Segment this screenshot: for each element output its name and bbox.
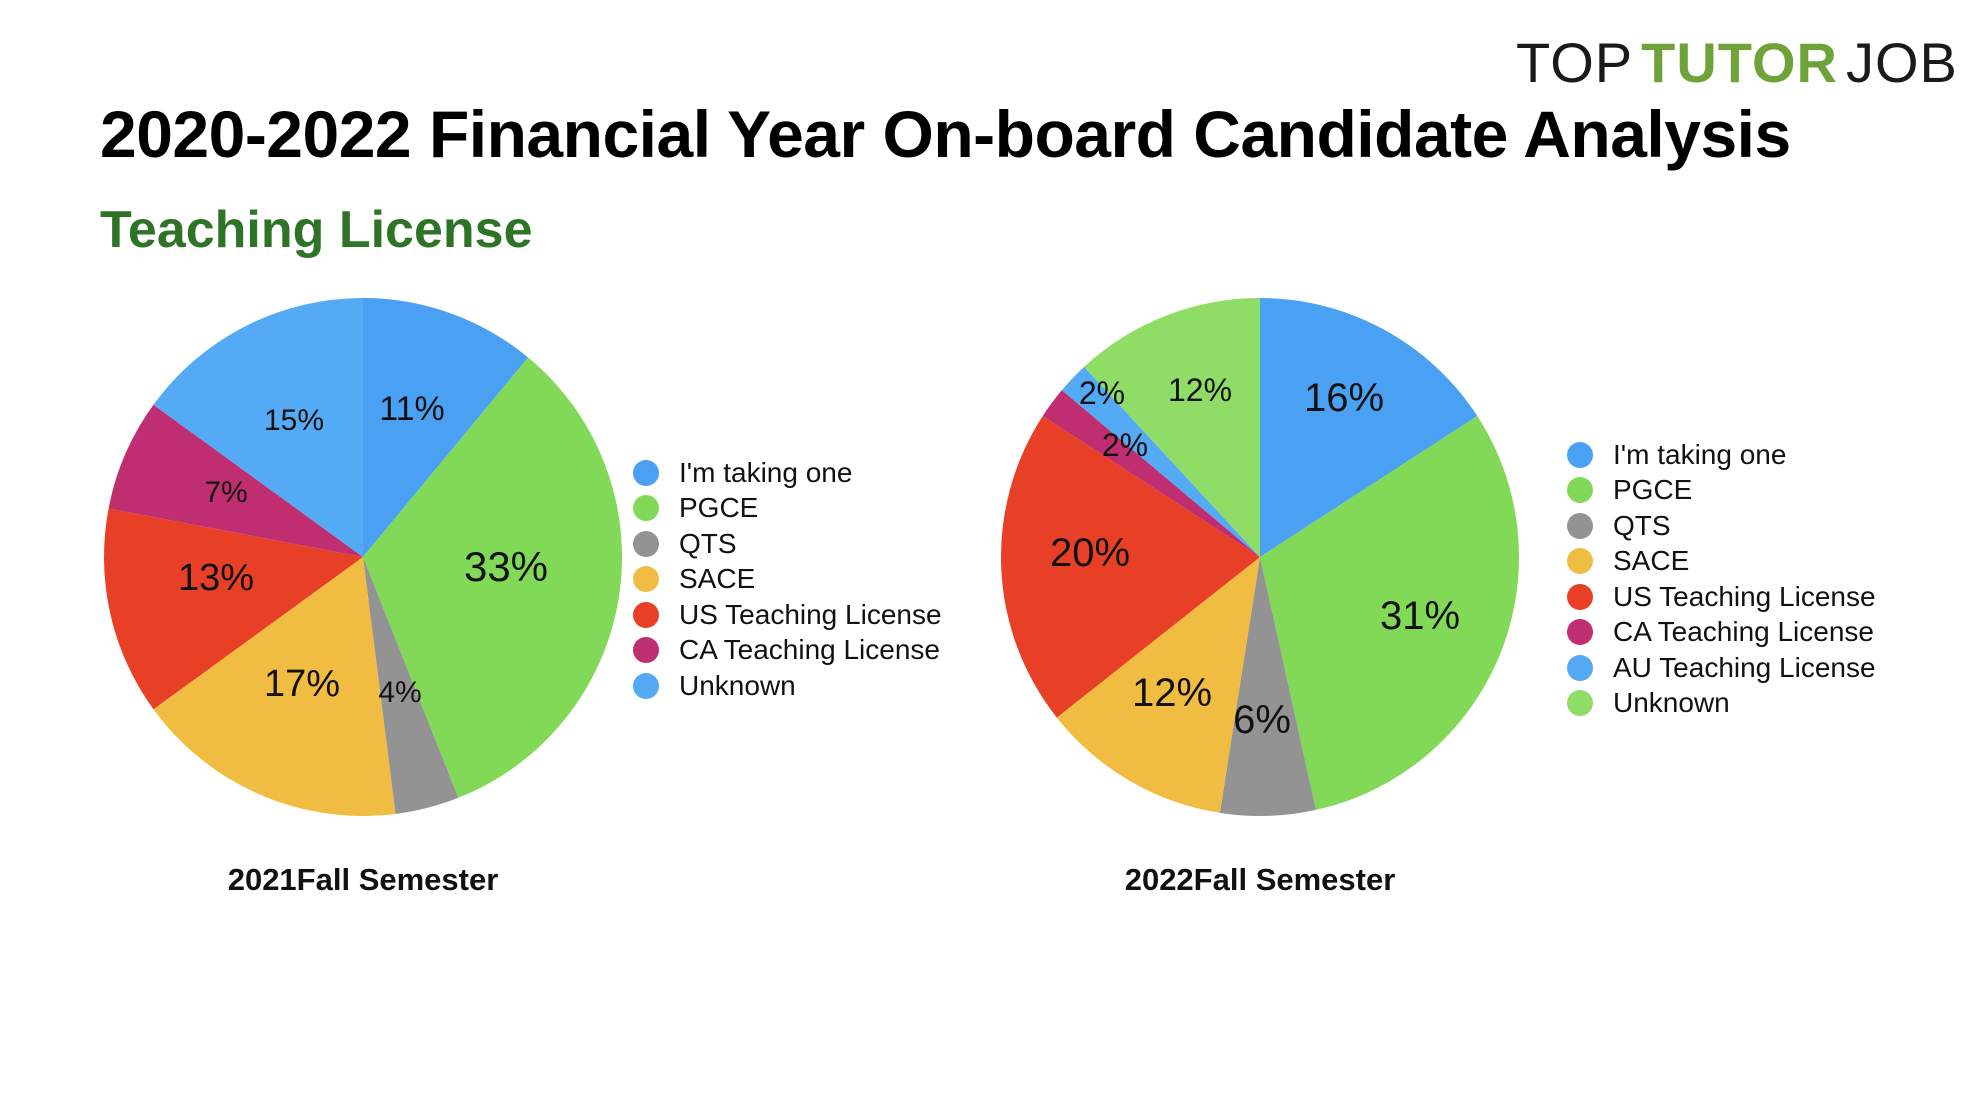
legend-item: CA Teaching License — [633, 633, 942, 669]
pie-slice-label: 12% — [1132, 671, 1212, 715]
pie-slice-label: 13% — [178, 557, 254, 599]
pie-slice-label: 17% — [264, 663, 340, 705]
legend-item: AU Teaching License — [1567, 650, 1876, 686]
page-title: 2020-2022 Financial Year On-board Candid… — [100, 97, 1791, 171]
pie-slice-pgce — [1260, 416, 1519, 810]
legend-item: QTS — [1567, 508, 1876, 544]
pie-slice-label: 4% — [378, 676, 421, 709]
pie-slice-ca-teaching-license — [1042, 390, 1260, 557]
legend-item: PGCE — [1567, 473, 1876, 509]
legend-swatch — [1567, 690, 1593, 717]
legend-label: SACE — [679, 563, 756, 595]
section-subtitle: Teaching License — [100, 201, 533, 259]
pie-slice-pgce — [363, 357, 622, 798]
pie-slice-label: 12% — [1168, 372, 1232, 408]
pie-slice-label: 16% — [1304, 376, 1384, 420]
pie-slice-us-teaching-license — [1000, 416, 1260, 718]
legend-swatch — [1567, 583, 1593, 610]
pie-slice-qts — [1219, 557, 1316, 816]
legend-item: QTS — [633, 526, 942, 562]
pie-slice-label: 2% — [1102, 427, 1148, 463]
pie-slice-i-m-taking-one — [363, 298, 529, 557]
pie-slice-label: 31% — [1380, 594, 1460, 638]
legend-swatch — [633, 495, 659, 522]
legend-label: PGCE — [1613, 474, 1693, 506]
legend-item: I'm taking one — [1567, 437, 1876, 473]
legend-label: CA Teaching License — [679, 634, 940, 666]
legend-label: I'm taking one — [679, 456, 853, 488]
legend-item: CA Teaching License — [1567, 615, 1876, 651]
legend-swatch — [1567, 619, 1593, 646]
pie-slice-label: 33% — [464, 543, 548, 590]
pie-slice-i-m-taking-one — [1260, 298, 1478, 557]
legend-swatch — [633, 566, 659, 593]
legend-label: QTS — [679, 527, 737, 559]
logo-word-top: TOP — [1516, 30, 1634, 94]
pie-slice-label: 11% — [379, 390, 445, 428]
chart-caption-2021: 2021Fall Semester — [227, 862, 499, 897]
legend-label: I'm taking one — [1613, 438, 1787, 470]
legend-swatch — [633, 637, 659, 664]
legend-label: Unknown — [679, 669, 796, 701]
legend-swatch — [633, 459, 659, 486]
pie-slice-us-teaching-license — [104, 508, 363, 710]
legend-swatch — [633, 672, 659, 699]
legend-swatch — [633, 530, 659, 557]
legend-label: US Teaching License — [679, 598, 942, 630]
pie-slice-label: 15% — [264, 404, 324, 437]
legend-item: PGCE — [633, 491, 942, 527]
pie-slice-label: 2% — [1079, 375, 1125, 411]
legend-swatch — [1567, 548, 1593, 575]
pie-slice-unknown — [153, 298, 363, 557]
pie-slice-label: 20% — [1050, 531, 1130, 575]
legend-label: AU Teaching License — [1613, 651, 1876, 683]
pie-slice-ca-teaching-license — [108, 404, 363, 557]
legend-item: SACE — [633, 562, 942, 598]
pie-slice-qts — [363, 557, 459, 814]
legend-item: I'm taking one — [633, 455, 942, 491]
legend-item: SACE — [1567, 544, 1876, 580]
legend-swatch — [633, 601, 659, 628]
legend-item: Unknown — [633, 668, 942, 704]
pie-slice-label: 6% — [1233, 698, 1291, 742]
legend-2022: I'm taking one PGCE QTS SACE US Teaching Lic… — [1567, 437, 1876, 721]
legend-label: PGCE — [679, 492, 759, 524]
legend-swatch — [1567, 477, 1593, 504]
legend-2021: I'm taking one PGCE QTS SACE US Teaching Lic… — [633, 455, 942, 704]
legend-item: US Teaching License — [633, 597, 942, 633]
pie-slice-label: 7% — [204, 476, 247, 509]
legend-label: Unknown — [1613, 687, 1730, 719]
pie-slice-unknown — [1084, 298, 1260, 557]
pie-slice-au-teaching-license — [1061, 366, 1260, 557]
legend-item: Unknown — [1567, 686, 1876, 722]
logo-word-tutor: TUTOR — [1641, 30, 1838, 94]
legend-label: US Teaching License — [1613, 580, 1876, 612]
brand-logo: TOP TUTOR JOB — [1516, 30, 1958, 94]
pie-slice-sace — [153, 557, 396, 817]
legend-item: US Teaching License — [1567, 579, 1876, 615]
legend-swatch — [1567, 654, 1593, 681]
legend-label: QTS — [1613, 509, 1671, 541]
chart-caption-2022: 2022Fall Semester — [1124, 862, 1396, 897]
logo-word-job: JOB — [1845, 30, 1958, 94]
legend-swatch — [1567, 441, 1593, 468]
legend-label: CA Teaching License — [1613, 616, 1874, 648]
pie-slice-sace — [1056, 557, 1260, 813]
legend-swatch — [1567, 512, 1593, 539]
legend-label: SACE — [1613, 545, 1690, 577]
